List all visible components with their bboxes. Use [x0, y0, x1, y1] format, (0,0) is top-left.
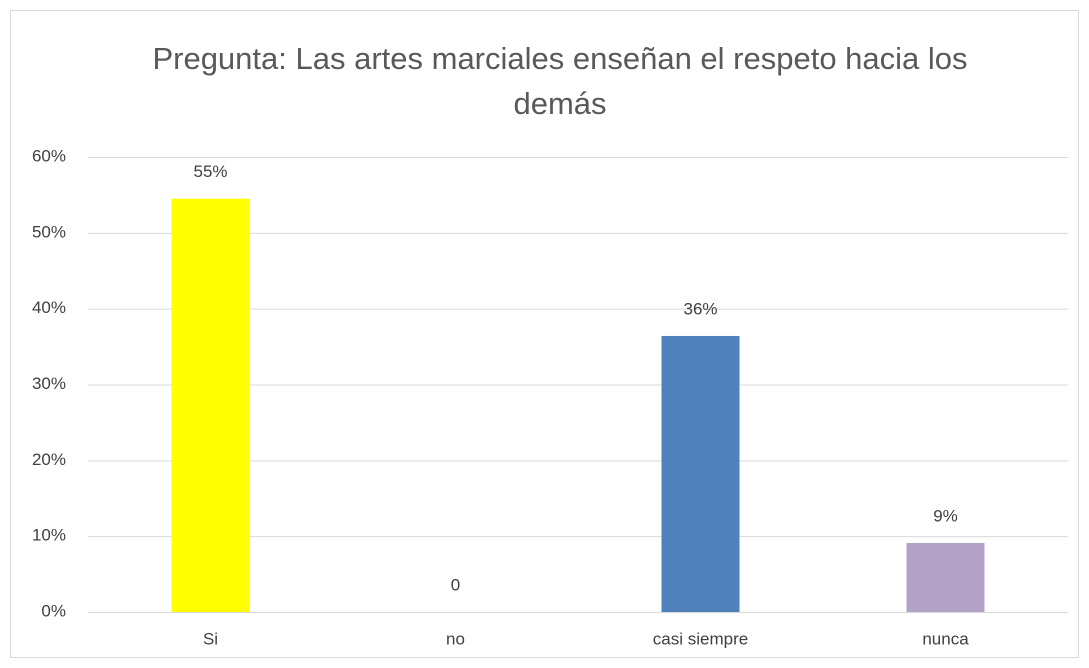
y-tick-label: 50% — [32, 222, 66, 241]
data-label: 9% — [933, 506, 958, 525]
data-label: 55% — [193, 162, 227, 181]
bar — [906, 542, 985, 612]
y-tick-label: 30% — [32, 374, 66, 393]
x-tick-label: Si — [203, 629, 218, 648]
bar — [171, 198, 250, 613]
x-tick-label: nunca — [922, 629, 969, 648]
y-tick-label: 0% — [41, 601, 66, 620]
y-tick-label: 40% — [32, 298, 66, 317]
data-label: 36% — [683, 299, 717, 318]
chart-title: Pregunta: Las artes marciales enseñan el… — [152, 41, 968, 121]
y-tick-label: 10% — [32, 526, 66, 545]
data-label: 0 — [451, 575, 460, 594]
x-tick-label: no — [446, 629, 465, 648]
x-tick-label: casi siempre — [653, 629, 748, 648]
y-tick-label: 20% — [32, 450, 66, 469]
bar — [661, 335, 740, 612]
y-tick-label: 60% — [32, 146, 66, 165]
